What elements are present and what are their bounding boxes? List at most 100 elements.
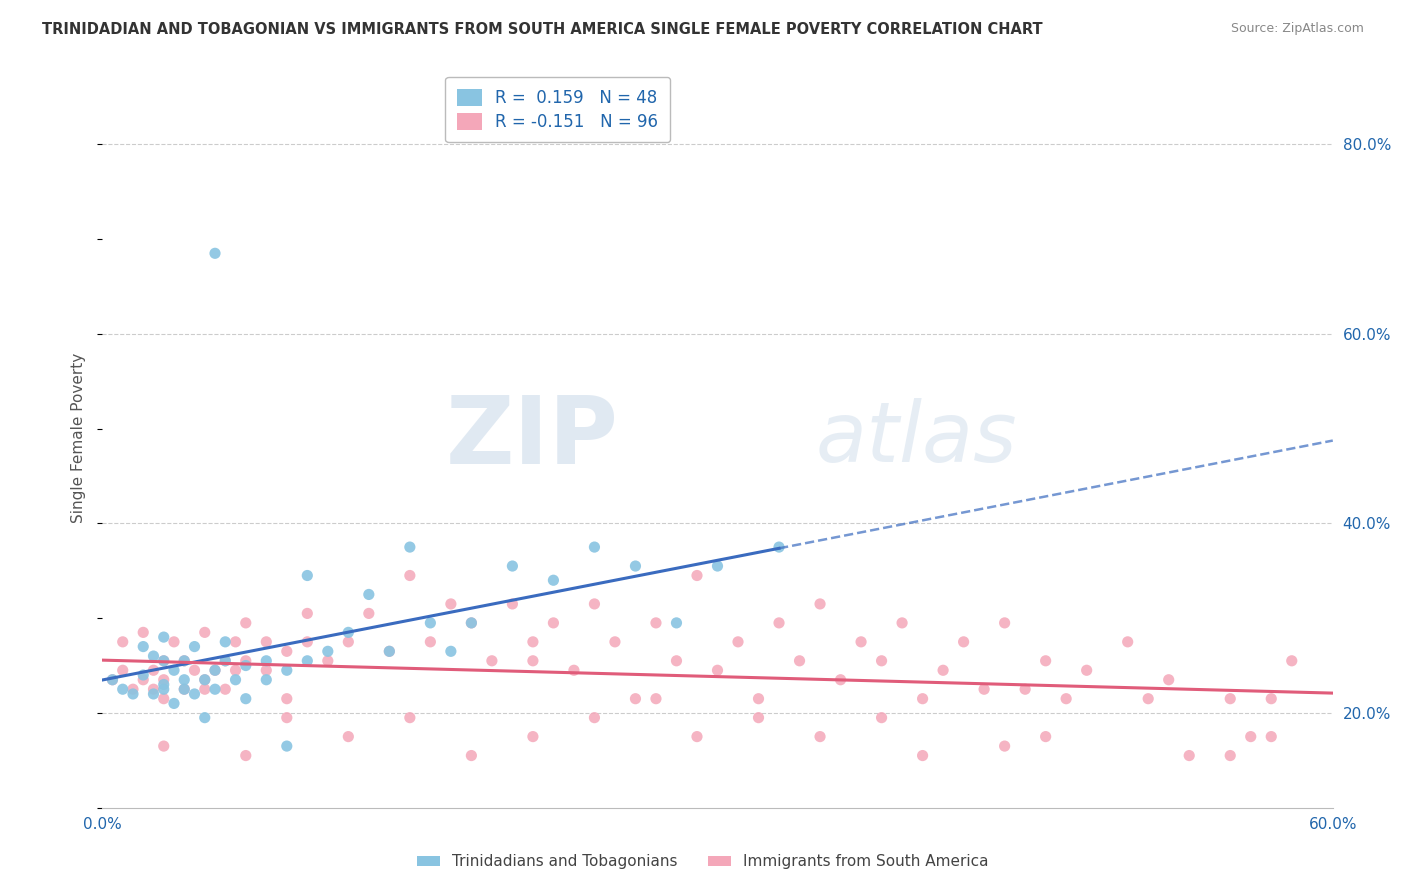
Point — [337, 635, 360, 649]
Point — [204, 682, 226, 697]
Point — [235, 658, 257, 673]
Point — [183, 640, 205, 654]
Point — [194, 682, 217, 697]
Point — [173, 654, 195, 668]
Point — [235, 748, 257, 763]
Point — [870, 654, 893, 668]
Point — [686, 730, 709, 744]
Point — [808, 730, 831, 744]
Point — [225, 663, 247, 677]
Point — [297, 635, 319, 649]
Point — [1116, 635, 1139, 649]
Point — [132, 668, 155, 682]
Point — [583, 540, 606, 554]
Point — [849, 635, 872, 649]
Point — [142, 682, 165, 697]
Point — [276, 711, 298, 725]
Point — [1219, 691, 1241, 706]
Point — [183, 687, 205, 701]
Point — [152, 654, 174, 668]
Point — [316, 654, 339, 668]
Point — [870, 711, 893, 725]
Point — [624, 559, 647, 574]
Point — [225, 673, 247, 687]
Point — [1260, 691, 1282, 706]
Point — [603, 635, 626, 649]
Point — [952, 635, 974, 649]
Point — [665, 654, 688, 668]
Point — [297, 607, 319, 621]
Point — [460, 615, 482, 630]
Point — [173, 654, 195, 668]
Point — [501, 597, 523, 611]
Point — [173, 682, 195, 697]
Point — [440, 644, 463, 658]
Point — [142, 663, 165, 677]
Point — [194, 673, 217, 687]
Point — [562, 663, 585, 677]
Point — [399, 711, 422, 725]
Point — [1281, 654, 1303, 668]
Point — [132, 673, 155, 687]
Point — [152, 654, 174, 668]
Point — [152, 682, 174, 697]
Point — [214, 654, 236, 668]
Point — [276, 663, 298, 677]
Point — [254, 635, 277, 649]
Point — [665, 615, 688, 630]
Point — [994, 615, 1017, 630]
Point — [440, 597, 463, 611]
Point — [204, 663, 226, 677]
Point — [399, 540, 422, 554]
Text: atlas: atlas — [815, 398, 1018, 479]
Point — [254, 663, 277, 677]
Point — [173, 673, 195, 687]
Point — [460, 748, 482, 763]
Point — [747, 691, 769, 706]
Point — [789, 654, 811, 668]
Point — [1035, 730, 1057, 744]
Point — [142, 648, 165, 663]
Point — [254, 673, 277, 687]
Text: TRINIDADIAN AND TOBAGONIAN VS IMMIGRANTS FROM SOUTH AMERICA SINGLE FEMALE POVERT: TRINIDADIAN AND TOBAGONIAN VS IMMIGRANTS… — [42, 22, 1043, 37]
Point — [399, 568, 422, 582]
Point — [522, 654, 544, 668]
Point — [163, 663, 186, 677]
Point — [1240, 730, 1263, 744]
Text: ZIP: ZIP — [446, 392, 619, 484]
Point — [706, 559, 728, 574]
Point — [747, 711, 769, 725]
Point — [1219, 748, 1241, 763]
Point — [543, 615, 565, 630]
Point — [214, 682, 236, 697]
Point — [152, 677, 174, 691]
Point — [706, 663, 728, 677]
Point — [378, 644, 401, 658]
Point — [152, 739, 174, 753]
Point — [378, 644, 401, 658]
Point — [122, 687, 145, 701]
Text: Source: ZipAtlas.com: Source: ZipAtlas.com — [1230, 22, 1364, 36]
Point — [204, 246, 226, 260]
Point — [225, 635, 247, 649]
Point — [111, 682, 134, 697]
Point — [768, 615, 790, 630]
Point — [204, 663, 226, 677]
Point — [1137, 691, 1160, 706]
Point — [1178, 748, 1201, 763]
Point — [163, 697, 186, 711]
Point — [583, 711, 606, 725]
Point — [214, 635, 236, 649]
Point — [152, 630, 174, 644]
Point — [1157, 673, 1180, 687]
Point — [235, 615, 257, 630]
Point — [1260, 730, 1282, 744]
Point — [316, 644, 339, 658]
Point — [1014, 682, 1036, 697]
Point — [994, 739, 1017, 753]
Point — [276, 644, 298, 658]
Legend: R =  0.159   N = 48, R = -0.151   N = 96: R = 0.159 N = 48, R = -0.151 N = 96 — [446, 77, 669, 143]
Point — [132, 625, 155, 640]
Point — [173, 682, 195, 697]
Point — [254, 654, 277, 668]
